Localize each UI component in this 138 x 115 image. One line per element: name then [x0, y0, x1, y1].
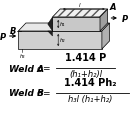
Text: h₃l (h₁+h₂): h₃l (h₁+h₂): [68, 94, 113, 103]
Polygon shape: [48, 32, 52, 37]
Polygon shape: [100, 10, 108, 32]
Polygon shape: [102, 24, 109, 50]
Polygon shape: [48, 18, 52, 32]
Text: Weld B: Weld B: [9, 89, 44, 98]
Text: 1.414 P: 1.414 P: [65, 53, 106, 63]
Text: h₂: h₂: [60, 38, 65, 43]
Text: σ: σ: [36, 64, 42, 73]
Polygon shape: [52, 18, 100, 32]
Text: A: A: [109, 3, 116, 11]
Text: σ: σ: [36, 89, 42, 98]
Text: 1.414 Ph₂: 1.414 Ph₂: [64, 78, 117, 88]
Text: Weld A: Weld A: [9, 64, 44, 73]
Polygon shape: [52, 10, 108, 18]
Text: l: l: [79, 3, 81, 8]
Text: h₁: h₁: [60, 22, 65, 27]
Text: =: =: [42, 89, 50, 98]
Text: =: =: [42, 64, 50, 73]
Text: h₃: h₃: [20, 54, 26, 59]
Polygon shape: [18, 24, 109, 32]
Text: P: P: [0, 32, 6, 41]
Text: (h₁+h₂)l: (h₁+h₂)l: [69, 69, 102, 78]
Text: B: B: [10, 26, 16, 35]
Polygon shape: [18, 32, 102, 50]
Text: P: P: [122, 14, 128, 23]
